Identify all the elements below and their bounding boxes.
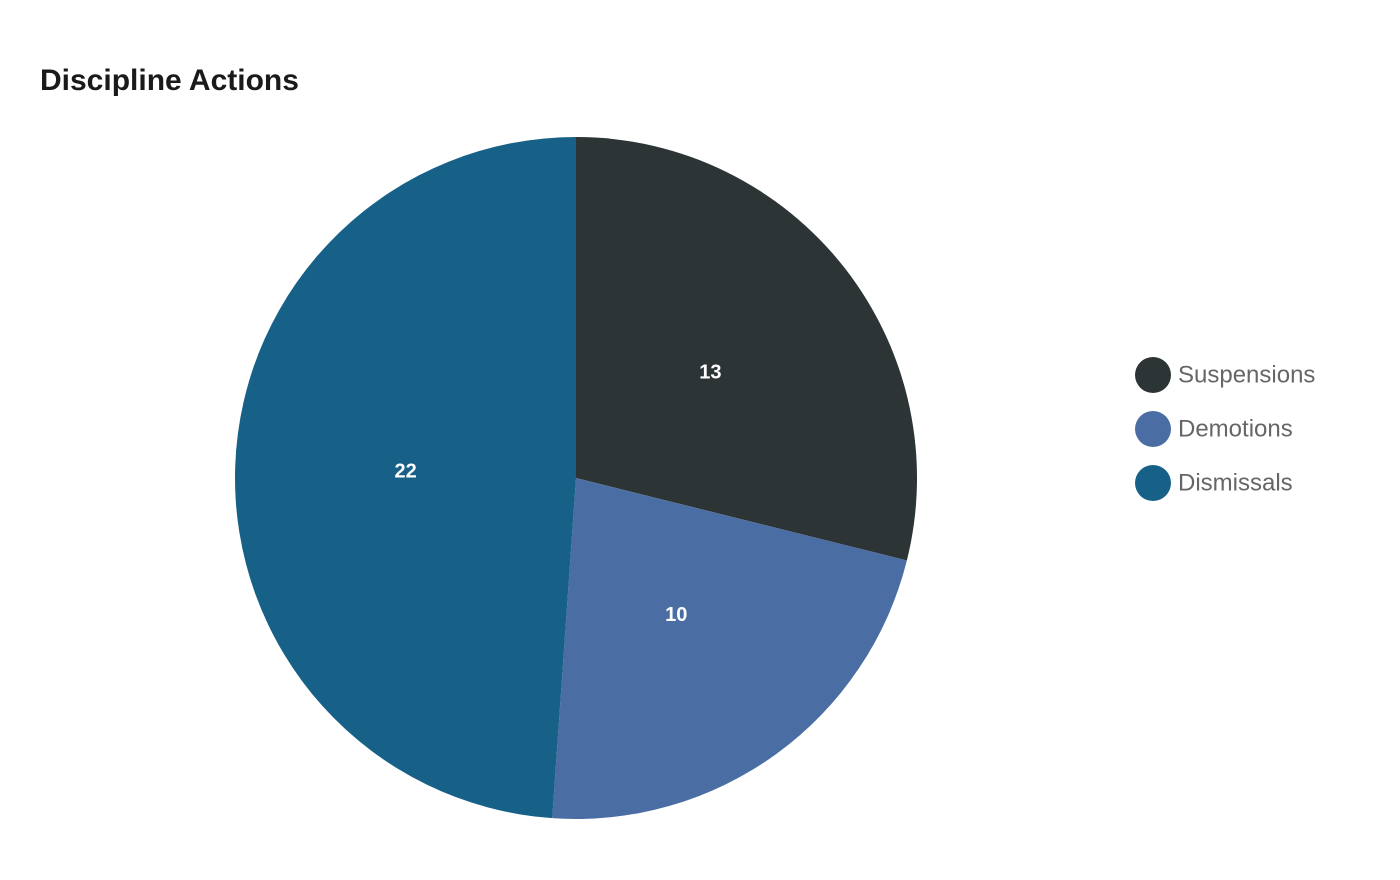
legend-swatch xyxy=(1135,357,1171,393)
legend-swatch xyxy=(1135,465,1171,501)
data-label: 10 xyxy=(665,604,687,626)
chart-title: Discipline Actions xyxy=(40,64,299,97)
legend-swatch xyxy=(1135,411,1171,447)
pie-slice xyxy=(552,478,907,819)
legend-label: Suspensions xyxy=(1178,361,1315,388)
legend-label: Demotions xyxy=(1178,415,1293,442)
data-label: 22 xyxy=(394,460,416,482)
legend-label: Dismissals xyxy=(1178,469,1293,496)
pie-slice xyxy=(576,137,917,561)
pie-slice xyxy=(235,137,576,819)
data-label: 13 xyxy=(699,361,721,383)
